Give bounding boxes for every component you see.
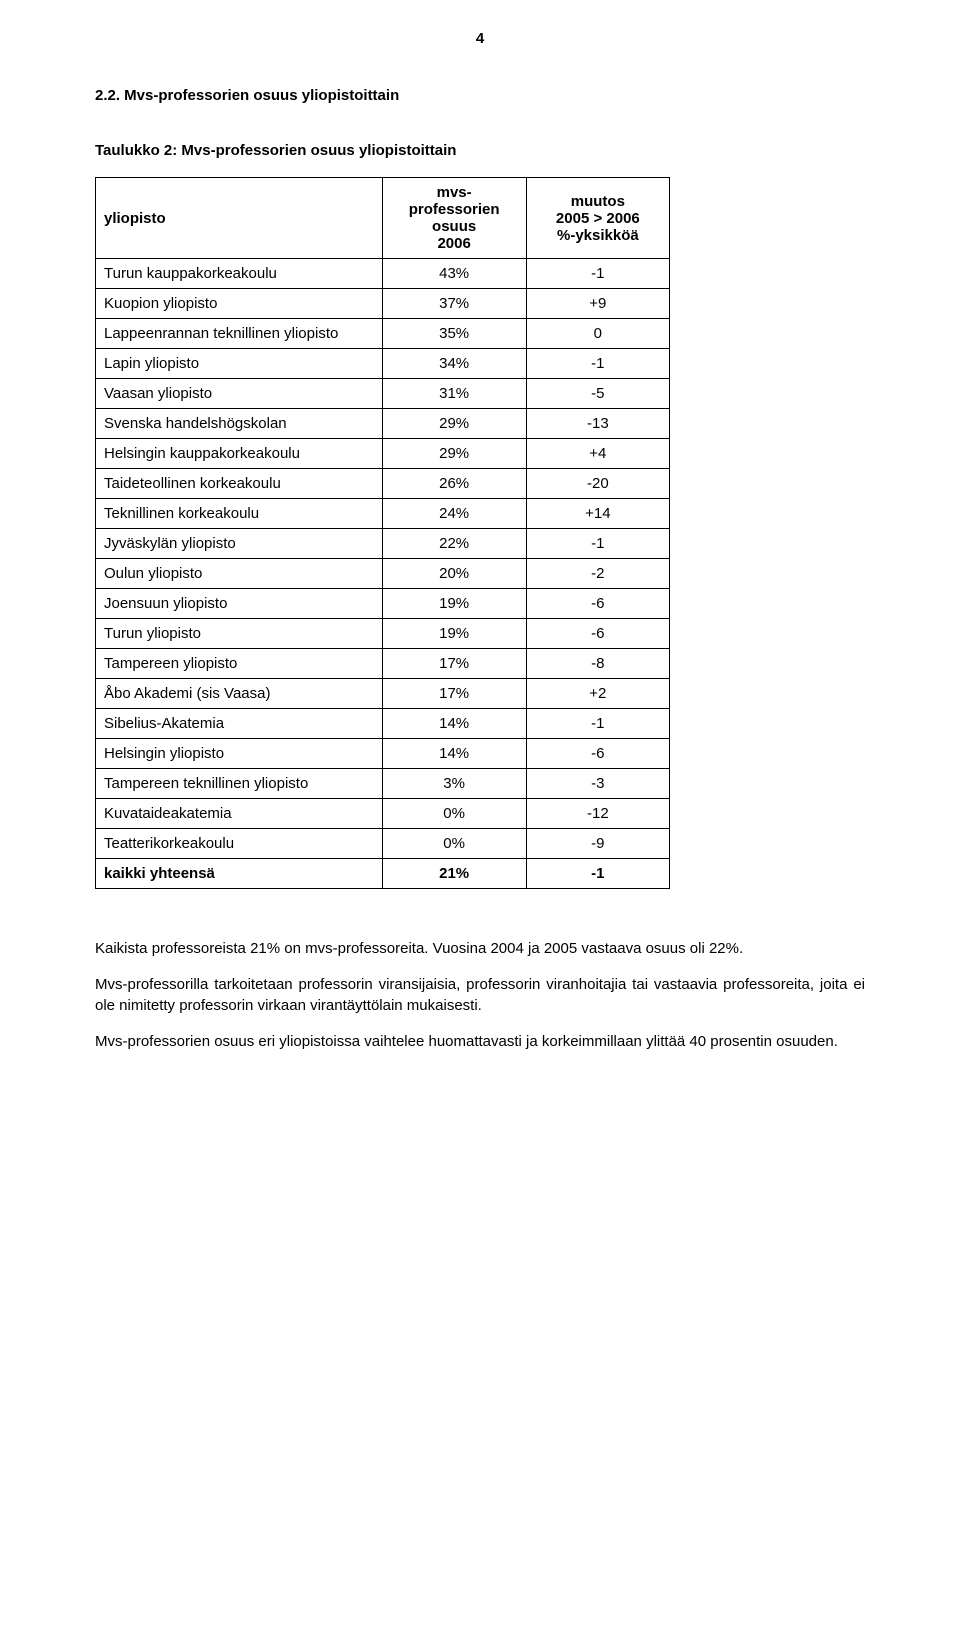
cell-delta: -1 <box>526 709 669 739</box>
table-row: Oulun yliopisto20%-2 <box>96 559 670 589</box>
cell-name: Tampereen yliopisto <box>96 649 383 679</box>
paragraph: Mvs-professorilla tarkoitetaan professor… <box>95 975 865 1016</box>
cell-share: 22% <box>382 529 526 559</box>
table-row: Turun kauppakorkeakoulu43%-1 <box>96 259 670 289</box>
body-text: Kaikista professoreista 21% on mvs-profe… <box>95 939 865 1052</box>
cell-name: Turun yliopisto <box>96 619 383 649</box>
table-row: Helsingin kauppakorkeakoulu29%+4 <box>96 439 670 469</box>
cell-delta: -3 <box>526 769 669 799</box>
cell-delta: +4 <box>526 439 669 469</box>
cell-share: 19% <box>382 619 526 649</box>
cell-share: 24% <box>382 499 526 529</box>
table-row: Tampereen yliopisto17%-8 <box>96 649 670 679</box>
cell-name: Helsingin kauppakorkeakoulu <box>96 439 383 469</box>
cell-name: Åbo Akademi (sis Vaasa) <box>96 679 383 709</box>
cell-total-name: kaikki yhteensä <box>96 859 383 889</box>
table-row: Tampereen teknillinen yliopisto3%-3 <box>96 769 670 799</box>
col-header-delta: muutos2005 > 2006%-yksikköä <box>526 178 669 259</box>
table-row: Helsingin yliopisto14%-6 <box>96 739 670 769</box>
cell-share: 37% <box>382 289 526 319</box>
cell-share: 35% <box>382 319 526 349</box>
cell-name: Sibelius-Akatemia <box>96 709 383 739</box>
table-row: Lapin yliopisto34%-1 <box>96 349 670 379</box>
paragraph: Mvs-professorien osuus eri yliopistoissa… <box>95 1032 865 1052</box>
cell-share: 31% <box>382 379 526 409</box>
cell-share: 26% <box>382 469 526 499</box>
cell-share: 20% <box>382 559 526 589</box>
cell-share: 29% <box>382 439 526 469</box>
cell-share: 0% <box>382 799 526 829</box>
cell-delta: -13 <box>526 409 669 439</box>
cell-name: Svenska handelshögskolan <box>96 409 383 439</box>
cell-name: Lappeenrannan teknillinen yliopisto <box>96 319 383 349</box>
table-body: Turun kauppakorkeakoulu43%-1Kuopion ylio… <box>96 259 670 889</box>
cell-delta: -20 <box>526 469 669 499</box>
page-number: 4 <box>95 30 865 47</box>
cell-name: Jyväskylän yliopisto <box>96 529 383 559</box>
cell-delta: -6 <box>526 619 669 649</box>
table-row: Lappeenrannan teknillinen yliopisto35%0 <box>96 319 670 349</box>
header-row: yliopisto mvs-professorienosuus2006 muut… <box>96 178 670 259</box>
cell-share: 19% <box>382 589 526 619</box>
cell-share: 14% <box>382 739 526 769</box>
table-title: Taulukko 2: Mvs-professorien osuus yliop… <box>95 142 865 159</box>
cell-share: 0% <box>382 829 526 859</box>
cell-name: Teatterikorkeakoulu <box>96 829 383 859</box>
cell-name: Taideteollinen korkeakoulu <box>96 469 383 499</box>
cell-share: 17% <box>382 679 526 709</box>
table-row: Kuvataideakatemia0%-12 <box>96 799 670 829</box>
table-total-row: kaikki yhteensä21%-1 <box>96 859 670 889</box>
col-header-name: yliopisto <box>96 178 383 259</box>
cell-delta: -9 <box>526 829 669 859</box>
table-row: Teknillinen korkeakoulu24%+14 <box>96 499 670 529</box>
cell-delta: +2 <box>526 679 669 709</box>
cell-total-share: 21% <box>382 859 526 889</box>
cell-name: Lapin yliopisto <box>96 349 383 379</box>
cell-share: 14% <box>382 709 526 739</box>
cell-delta: 0 <box>526 319 669 349</box>
cell-share: 34% <box>382 349 526 379</box>
cell-delta: -1 <box>526 259 669 289</box>
cell-share: 3% <box>382 769 526 799</box>
cell-name: Teknillinen korkeakoulu <box>96 499 383 529</box>
cell-share: 43% <box>382 259 526 289</box>
table-row: Joensuun yliopisto19%-6 <box>96 589 670 619</box>
cell-delta: -2 <box>526 559 669 589</box>
cell-name: Turun kauppakorkeakoulu <box>96 259 383 289</box>
cell-delta: -8 <box>526 649 669 679</box>
cell-name: Kuvataideakatemia <box>96 799 383 829</box>
cell-delta: -12 <box>526 799 669 829</box>
cell-name: Vaasan yliopisto <box>96 379 383 409</box>
cell-delta: -1 <box>526 349 669 379</box>
table-row: Teatterikorkeakoulu0%-9 <box>96 829 670 859</box>
cell-name: Helsingin yliopisto <box>96 739 383 769</box>
table-row: Svenska handelshögskolan29%-13 <box>96 409 670 439</box>
page: 4 2.2. Mvs-professorien osuus yliopistoi… <box>0 0 960 1128</box>
cell-share: 17% <box>382 649 526 679</box>
table-head: yliopisto mvs-professorienosuus2006 muut… <box>96 178 670 259</box>
cell-name: Tampereen teknillinen yliopisto <box>96 769 383 799</box>
col-header-share: mvs-professorienosuus2006 <box>382 178 526 259</box>
cell-name: Oulun yliopisto <box>96 559 383 589</box>
table-row: Sibelius-Akatemia14%-1 <box>96 709 670 739</box>
cell-name: Kuopion yliopisto <box>96 289 383 319</box>
table-row: Taideteollinen korkeakoulu26%-20 <box>96 469 670 499</box>
cell-delta: +9 <box>526 289 669 319</box>
cell-delta: -6 <box>526 739 669 769</box>
table-row: Jyväskylän yliopisto22%-1 <box>96 529 670 559</box>
table-row: Åbo Akademi (sis Vaasa)17%+2 <box>96 679 670 709</box>
section-heading: 2.2. Mvs-professorien osuus yliopistoitt… <box>95 87 865 104</box>
paragraph: Kaikista professoreista 21% on mvs-profe… <box>95 939 865 959</box>
cell-delta: -6 <box>526 589 669 619</box>
table-row: Kuopion yliopisto37%+9 <box>96 289 670 319</box>
table-row: Vaasan yliopisto31%-5 <box>96 379 670 409</box>
cell-delta: -5 <box>526 379 669 409</box>
cell-delta: -1 <box>526 529 669 559</box>
cell-share: 29% <box>382 409 526 439</box>
table-row: Turun yliopisto19%-6 <box>96 619 670 649</box>
cell-name: Joensuun yliopisto <box>96 589 383 619</box>
cell-delta: +14 <box>526 499 669 529</box>
cell-total-delta: -1 <box>526 859 669 889</box>
data-table: yliopisto mvs-professorienosuus2006 muut… <box>95 177 670 889</box>
